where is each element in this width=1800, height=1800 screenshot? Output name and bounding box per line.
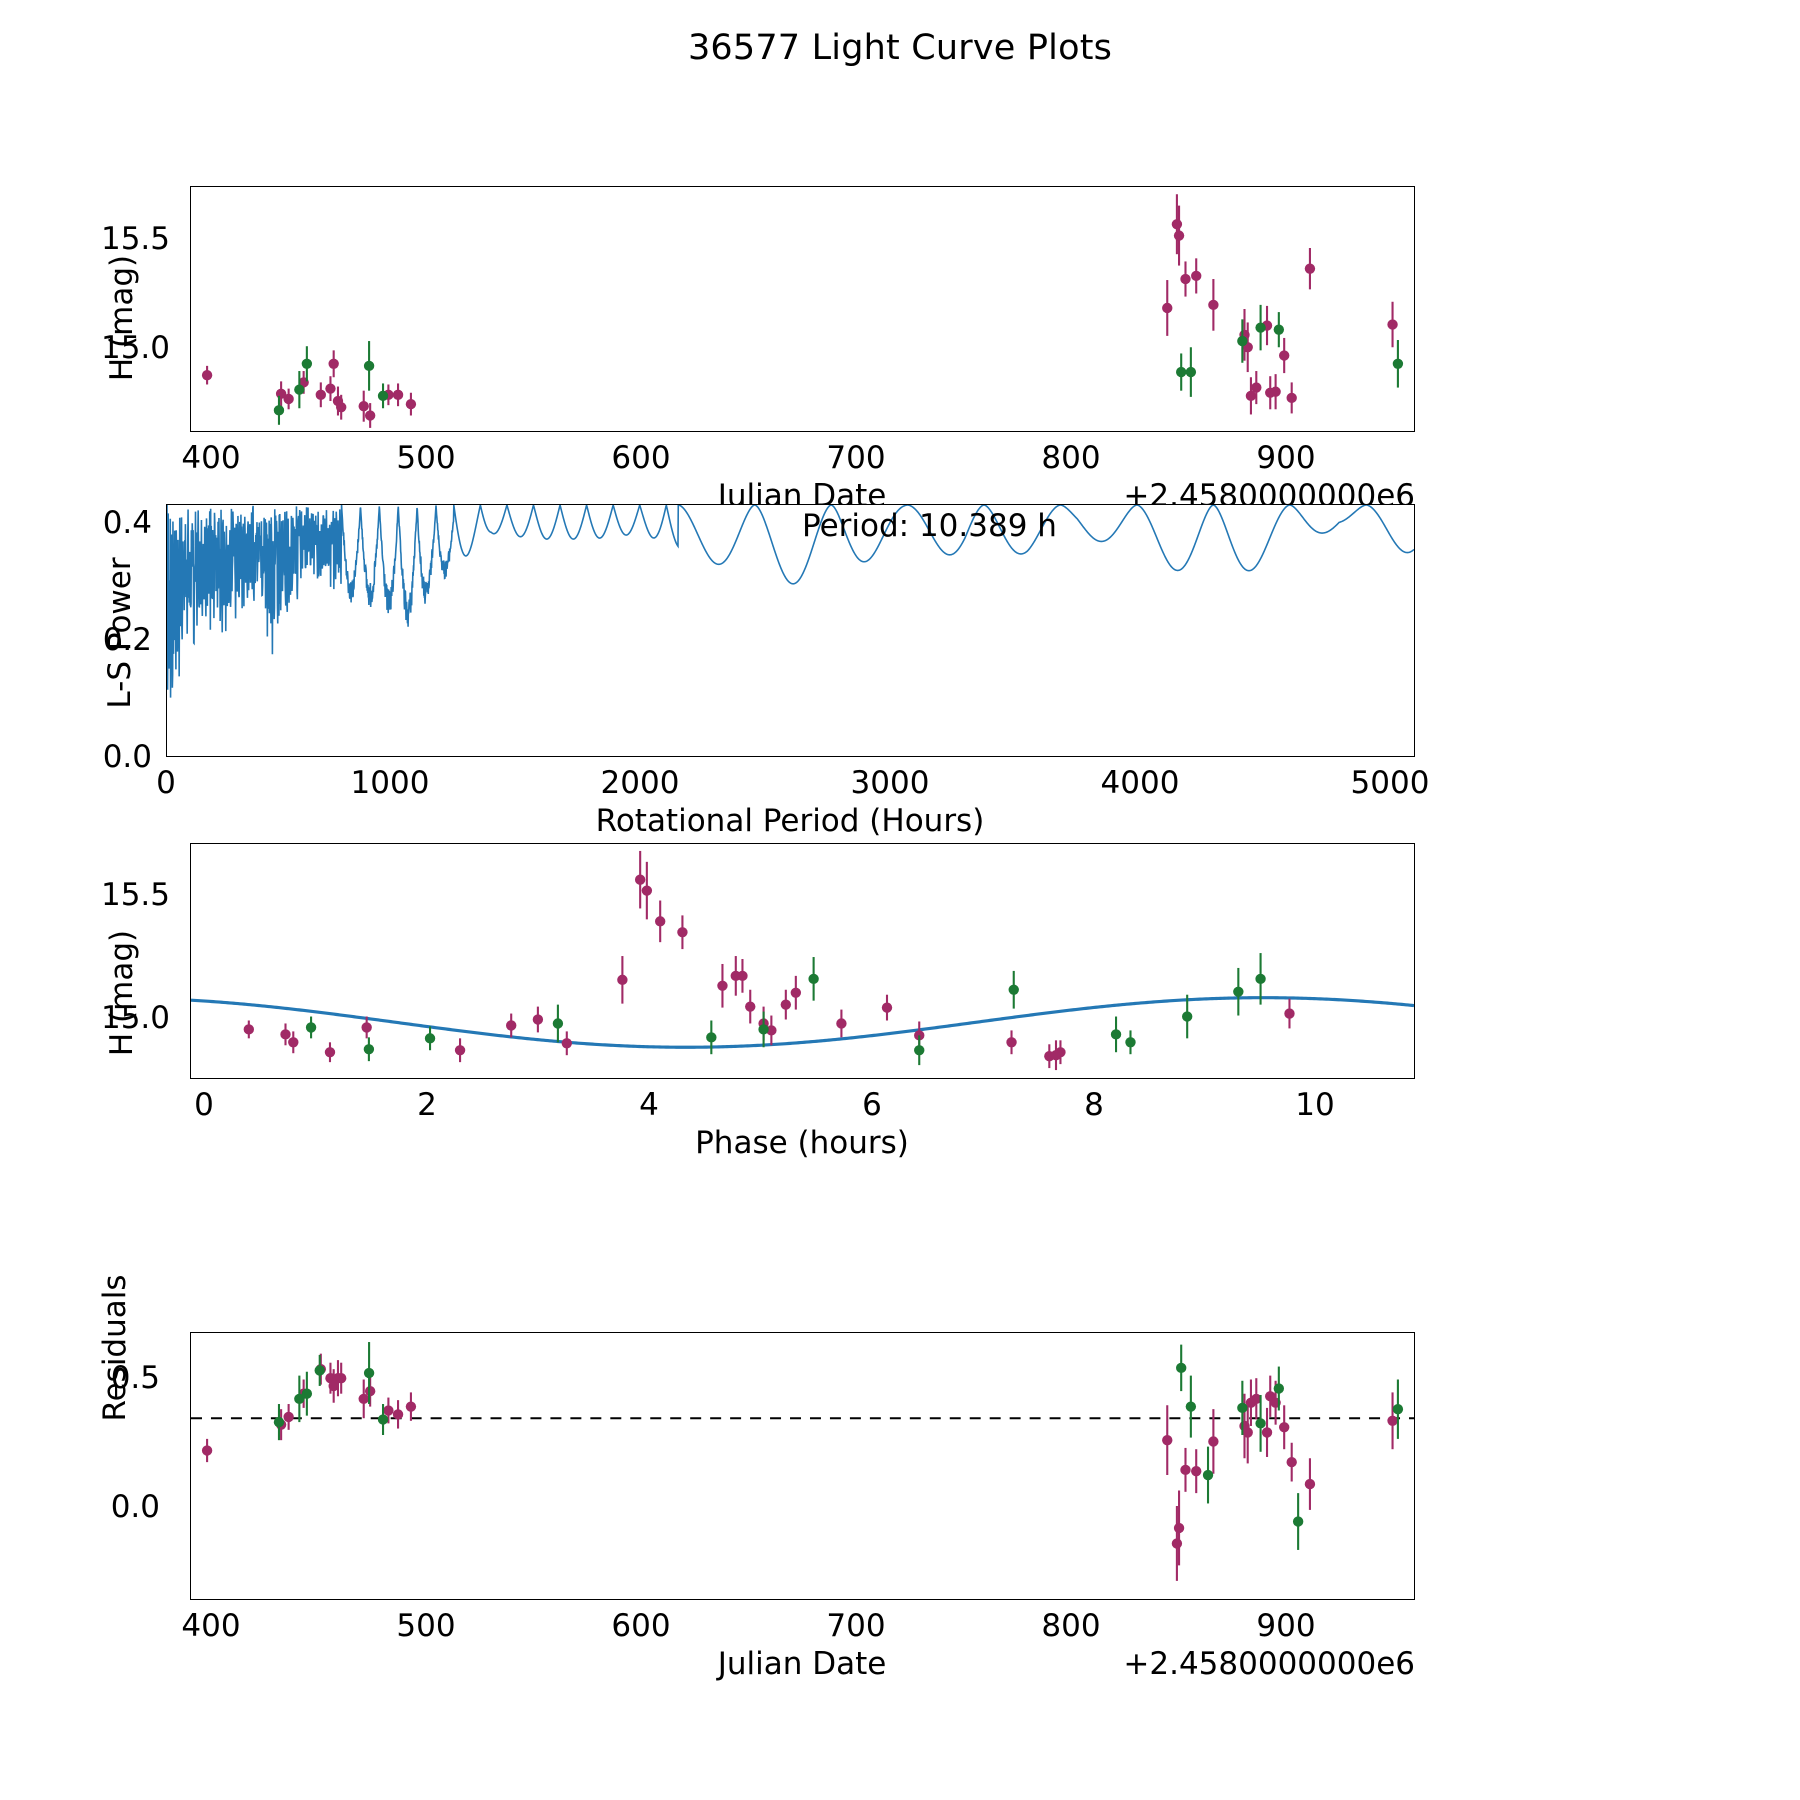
panel1-xtick-2: 600 — [611, 440, 671, 476]
panel2-ytick-0: 0.4 — [102, 505, 152, 541]
panel1-ytick-1: 15.0 — [100, 330, 170, 366]
panel1-xtick-3: 700 — [826, 440, 886, 476]
panel4-xlabel: Julian Date — [717, 1646, 887, 1682]
panel4-ylabel: Residuals — [97, 1274, 133, 1422]
panel4-xtick-1: 500 — [396, 1608, 456, 1644]
panel2-xtick-0: 0 — [156, 765, 176, 801]
panel4-ytick-0: 0.5 — [110, 1360, 160, 1396]
panel4-xtick-5: 900 — [1256, 1608, 1316, 1644]
panel-residuals — [190, 1332, 1415, 1600]
panel4-xtick-4: 800 — [1041, 1608, 1101, 1644]
panel2-ytick-1: 0.2 — [102, 622, 152, 658]
panel3-ytick-1: 15.0 — [100, 1000, 170, 1036]
panel2-xtick-2: 2000 — [600, 765, 680, 801]
panel3-xlabel: Phase (hours) — [695, 1125, 909, 1161]
panel1-xtick-0: 400 — [181, 440, 241, 476]
panel4-xtick-2: 600 — [611, 1608, 671, 1644]
panel2-ytick-2: 0.0 — [102, 739, 152, 775]
panel4-xtick-3: 700 — [826, 1608, 886, 1644]
panel4-xtick-0: 400 — [181, 1608, 241, 1644]
panel2-xlabel: Rotational Period (Hours) — [595, 803, 985, 839]
panel3-xtick-2: 4 — [639, 1087, 659, 1123]
panel2-xtick-4: 4000 — [1100, 765, 1180, 801]
panel1-xtick-1: 500 — [396, 440, 456, 476]
panel-periodogram — [166, 504, 1415, 757]
panel2-xtick-5: 5000 — [1350, 765, 1430, 801]
panel2-plot-area — [167, 505, 1414, 698]
panel4-x-offset-text: +2.4580000000e6 — [1123, 1646, 1415, 1682]
panel3-plot-area — [191, 850, 1414, 1071]
panel2-xtick-3: 3000 — [850, 765, 930, 801]
panel3-ytick-0: 15.5 — [100, 877, 170, 913]
panel2-period-annotation: Period: 10.389 h — [802, 508, 1057, 544]
panel2-xtick-1: 1000 — [350, 765, 430, 801]
panel4-plot-area — [191, 1342, 1414, 1581]
panel1-plot-area — [201, 194, 1404, 428]
panel4-ytick-1: 0.0 — [110, 1489, 160, 1525]
panel3-xtick-5: 10 — [1295, 1087, 1335, 1123]
panel-phase-folded — [190, 843, 1415, 1079]
panel3-xtick-4: 8 — [1084, 1087, 1104, 1123]
panel1-ytick-0: 15.5 — [100, 221, 170, 257]
panel1-xtick-5: 900 — [1256, 440, 1316, 476]
panel3-xtick-0: 0 — [194, 1087, 214, 1123]
panel1-xtick-4: 800 — [1041, 440, 1101, 476]
figure-title: 36577 Light Curve Plots — [687, 28, 1113, 68]
panel3-xtick-1: 2 — [417, 1087, 437, 1123]
panel-lightcurve — [190, 186, 1415, 432]
panel3-xtick-3: 6 — [862, 1087, 882, 1123]
